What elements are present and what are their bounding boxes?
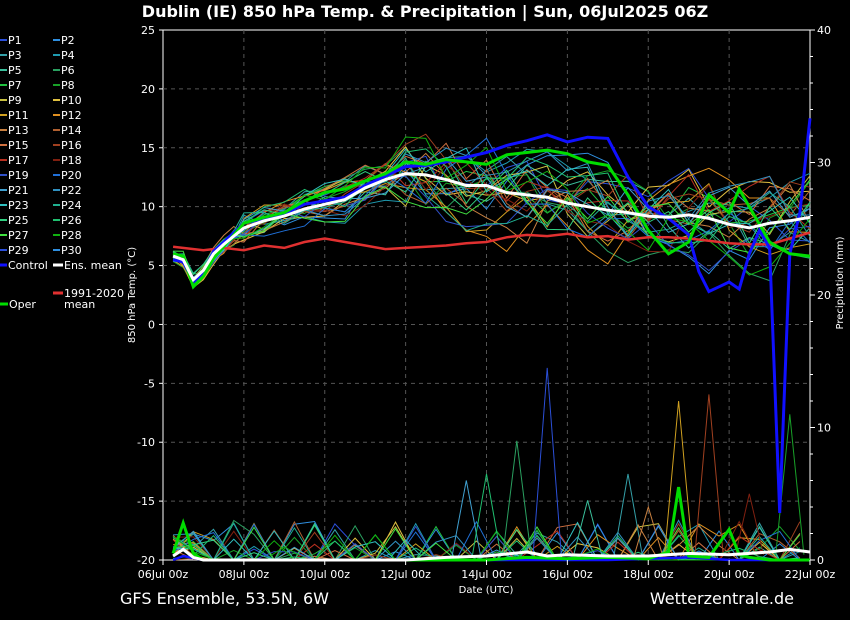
legend-label-p1: P1 bbox=[8, 34, 22, 47]
legend-label-p18: P18 bbox=[61, 154, 82, 167]
member-precip-peak bbox=[613, 473, 643, 557]
x-tick-label: 18Jul 00z bbox=[623, 568, 674, 581]
x-tick-label: 22Jul 00z bbox=[785, 568, 836, 581]
member-precip-peak bbox=[532, 367, 562, 557]
legend-label-p3: P3 bbox=[8, 49, 22, 62]
legend-label-p25: P25 bbox=[8, 214, 29, 227]
legend-label-p4: P4 bbox=[61, 49, 75, 62]
x-tick-label: 14Jul 00z bbox=[461, 568, 512, 581]
legend-label-control: Control bbox=[8, 259, 48, 272]
member-temp-line bbox=[172, 152, 811, 283]
climate-mean-line bbox=[172, 231, 811, 252]
member-precip-line bbox=[172, 529, 800, 561]
y2-tick-label: 30 bbox=[817, 157, 831, 170]
x-tick-label: 10Jul 00z bbox=[299, 568, 350, 581]
footer-model-info: GFS Ensemble, 53.5N, 6W bbox=[120, 589, 329, 608]
x-tick-label: 16Jul 00z bbox=[542, 568, 593, 581]
ens-mean-precip-line bbox=[172, 547, 811, 562]
y2-axis-label: Precipitation (mm) bbox=[835, 236, 846, 329]
member-precip-peak bbox=[572, 500, 603, 557]
member-precip-peak bbox=[269, 546, 299, 557]
legend-label-p19: P19 bbox=[8, 169, 29, 182]
x-tick-label: 08Jul 00z bbox=[219, 568, 270, 581]
y-tick-label: 5 bbox=[148, 260, 155, 273]
legend-label-p26: P26 bbox=[61, 214, 82, 227]
member-precip-peak bbox=[633, 505, 663, 557]
x-axis-label: Date (UTC) bbox=[459, 585, 514, 596]
legend-label-p22: P22 bbox=[61, 184, 82, 197]
legend-label-p15: P15 bbox=[8, 139, 29, 152]
y-tick-label: 0 bbox=[148, 318, 155, 331]
legend-label-climate-mean-2: mean bbox=[64, 298, 95, 311]
legend-label-p6: P6 bbox=[61, 64, 75, 77]
legend-label-p11: P11 bbox=[8, 109, 29, 122]
y2-tick-label: 20 bbox=[817, 289, 831, 302]
x-tick-label: 12Jul 00z bbox=[380, 568, 431, 581]
y2-tick-label: 10 bbox=[817, 422, 831, 435]
legend-label-climate-mean-1: 1991-2020 bbox=[64, 287, 124, 300]
legend-label-p14: P14 bbox=[61, 124, 82, 137]
legend-label-p23: P23 bbox=[8, 199, 29, 212]
y-tick-label: -10 bbox=[137, 436, 155, 449]
legend-label-p16: P16 bbox=[61, 139, 82, 152]
member-precip-peak bbox=[451, 480, 481, 557]
chart-title: Dublin (IE) 850 hPa Temp. & Precipitatio… bbox=[141, 2, 709, 21]
footer-site-name: Wetterzentrale.de bbox=[649, 589, 794, 608]
legend-label-oper: Oper bbox=[9, 298, 36, 311]
legend-label-p29: P29 bbox=[8, 244, 29, 257]
y-tick-label: 20 bbox=[141, 83, 155, 96]
member-precip-peak bbox=[391, 539, 421, 557]
legend-label-p10: P10 bbox=[61, 94, 82, 107]
legend-label-p8: P8 bbox=[61, 79, 75, 92]
legend-label-p13: P13 bbox=[8, 124, 29, 137]
y-tick-label: 15 bbox=[141, 142, 155, 155]
y2-tick-label: 40 bbox=[817, 24, 831, 37]
legend-label-p12: P12 bbox=[61, 109, 82, 122]
legend-label-ens-mean: Ens. mean bbox=[64, 259, 122, 272]
legend-label-p28: P28 bbox=[61, 229, 82, 242]
member-precip-peak bbox=[502, 440, 532, 557]
legend-label-p24: P24 bbox=[61, 199, 82, 212]
member-precip-peak bbox=[471, 473, 502, 557]
member-precip-peak bbox=[663, 400, 694, 557]
y-tick-label: -20 bbox=[137, 554, 155, 567]
legend-label-p20: P20 bbox=[61, 169, 82, 182]
legend-label-p5: P5 bbox=[8, 64, 22, 77]
y2-tick-label: 0 bbox=[817, 554, 824, 567]
ens-mean-temp-line bbox=[172, 172, 811, 283]
y-tick-label: -15 bbox=[137, 495, 155, 508]
y-tick-label: -5 bbox=[144, 377, 155, 390]
member-temp-line bbox=[172, 157, 811, 280]
legend-label-p21: P21 bbox=[8, 184, 29, 197]
member-precip-peak bbox=[694, 394, 724, 557]
legend-label-p30: P30 bbox=[61, 244, 82, 257]
member-temp-line bbox=[173, 136, 811, 286]
axes: -20 -15 -10 -5 0 5 10 15 20 25 0 10 20 30 40 06Jul 00z 0… bbox=[137, 24, 835, 581]
x-tick-label: 20Jul 00z bbox=[704, 568, 755, 581]
legend-label-p7: P7 bbox=[8, 79, 22, 92]
legend-label-p9: P9 bbox=[8, 94, 22, 107]
y-tick-label: 10 bbox=[141, 201, 155, 214]
y-tick-label: 25 bbox=[141, 24, 155, 37]
legend: P1 P2 P3 P4 P5 P6 P7 P8 P9 P10 P11 P12 P13 P14 P15 P16 P… bbox=[0, 34, 124, 311]
y-axis-label: 850 hPa Temp. (°C) bbox=[127, 247, 138, 343]
x-tick-label: 06Jul 00z bbox=[138, 568, 189, 581]
member-temp-line bbox=[173, 170, 811, 275]
member-temp-line bbox=[172, 133, 811, 279]
legend-label-p27: P27 bbox=[8, 229, 29, 242]
member-precip-peak bbox=[734, 493, 764, 557]
legend-label-p17: P17 bbox=[8, 154, 29, 167]
legend-label-p2: P2 bbox=[61, 34, 75, 47]
